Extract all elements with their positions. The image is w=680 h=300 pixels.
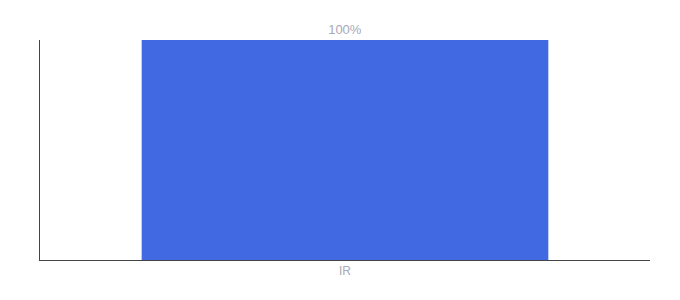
svg-text:IR: IR — [339, 264, 351, 278]
svg-text:100%: 100% — [328, 22, 362, 37]
